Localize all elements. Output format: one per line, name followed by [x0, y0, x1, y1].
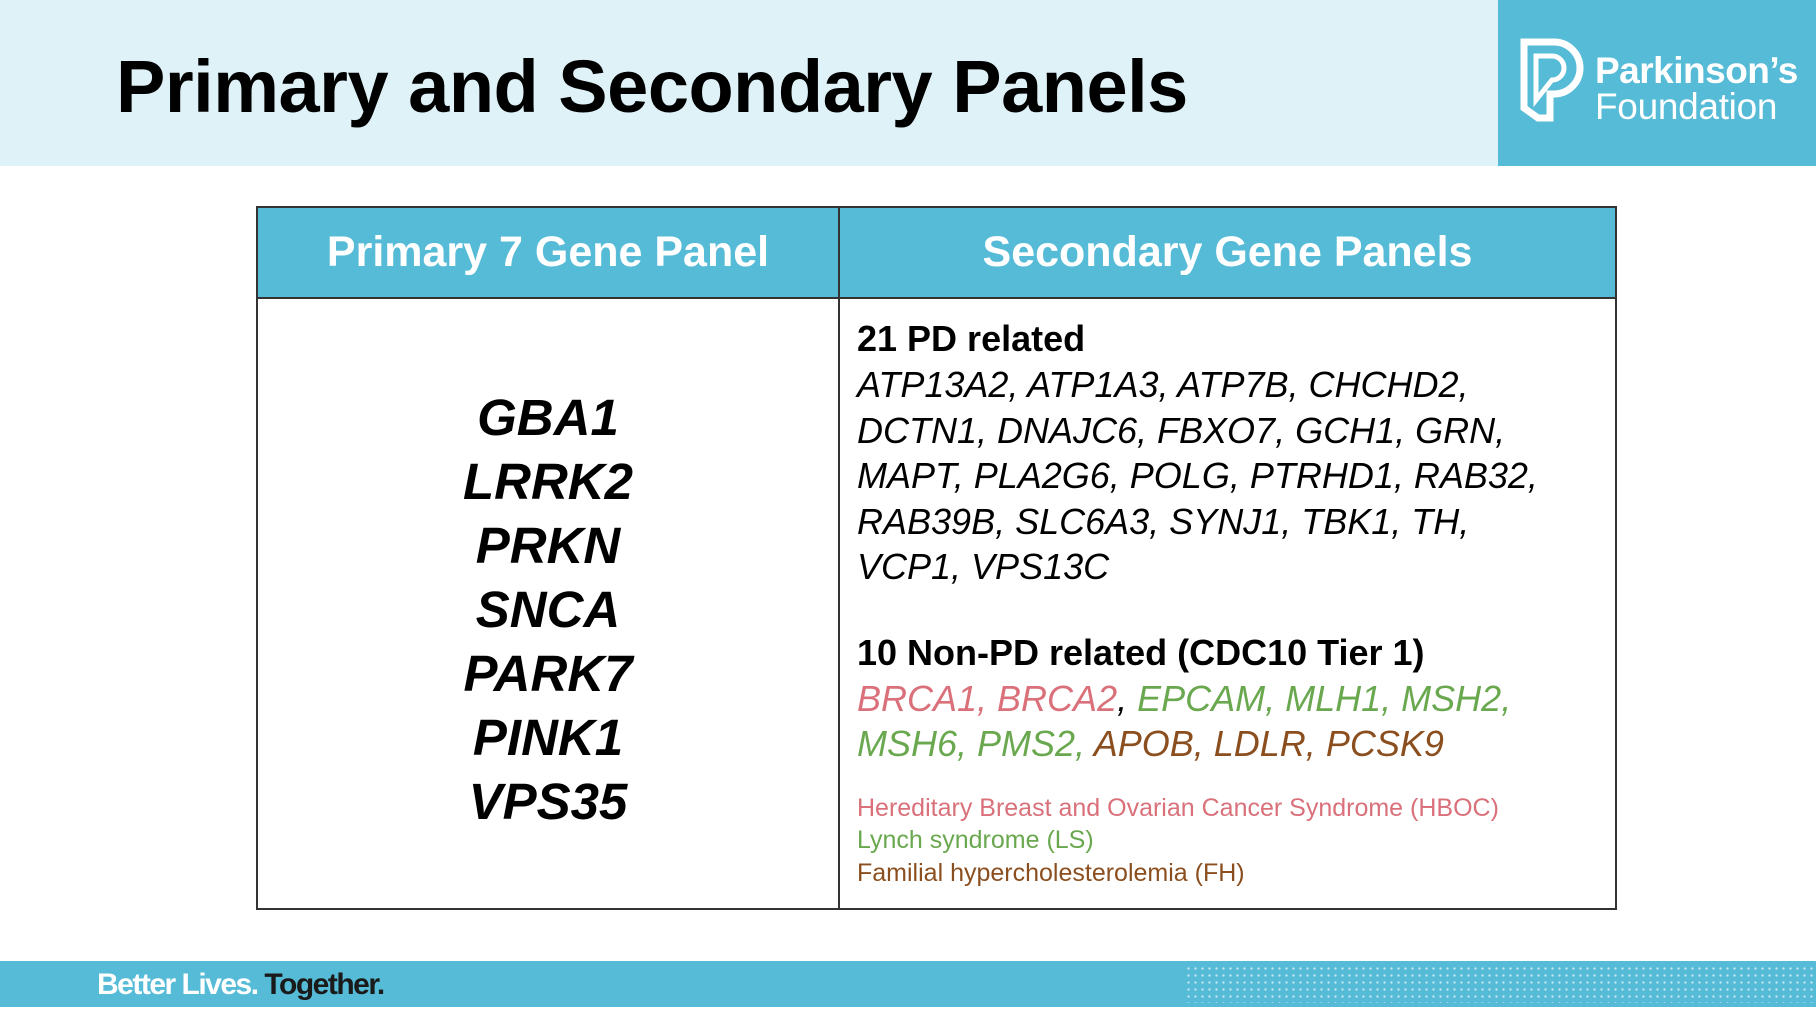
- separator: ,: [1117, 677, 1128, 719]
- gene-panel-table: Primary 7 Gene Panel Secondary Gene Pane…: [256, 206, 1617, 910]
- header-secondary: Secondary Gene Panels: [840, 208, 1615, 299]
- nonpd-heading: 10 Non-PD related (CDC10 Tier 1): [857, 631, 1425, 673]
- gene: GBA1: [477, 389, 619, 446]
- gene: LRRK2: [462, 453, 633, 510]
- legend-hboc: Hereditary Breast and Ovarian Cancer Syn…: [857, 793, 1499, 822]
- gene: PINK1: [472, 709, 624, 766]
- gene: PARK7: [463, 645, 633, 702]
- gene: SNCA: [475, 581, 621, 638]
- page-title: Primary and Secondary Panels: [116, 45, 1188, 128]
- pd-genes-line: RAB39B, SLC6A3, SYNJ1, TBK1, TH,: [857, 500, 1470, 542]
- pd-genes-line: VCP1, VPS13C: [857, 546, 1110, 587]
- hboc-genes: BRCA1, BRCA2: [857, 677, 1118, 719]
- tagline-part1: Better Lives.: [97, 968, 259, 1001]
- logo-text-line2: Foundation: [1595, 86, 1778, 127]
- header-primary: Primary 7 Gene Panel: [258, 208, 838, 299]
- p-logo-icon: [1520, 38, 1584, 122]
- primary-gene-list: GBA1 LRRK2 PRKN SNCA PARK7 PINK1 VPS35: [258, 386, 838, 834]
- legend-fh: Familial hypercholesterolemia (FH): [857, 858, 1245, 887]
- legend-ls: Lynch syndrome (LS): [857, 826, 1094, 854]
- column-divider: [838, 208, 840, 908]
- gene: PRKN: [475, 517, 621, 574]
- footer-band: Better Lives. Together.: [0, 961, 1816, 1007]
- dot-pattern: [1185, 965, 1816, 1003]
- secondary-panels: 21 PD related ATP13A2, ATP1A3, ATP7B, CH…: [857, 316, 1597, 889]
- logo-text-line1: Parkinson’s: [1595, 50, 1798, 91]
- pd-genes-line: ATP13A2, ATP1A3, ATP7B, CHCHD2,: [857, 364, 1469, 405]
- pd-genes-line: MAPT, PLA2G6, POLG, PTRHD1, RAB32,: [857, 455, 1538, 496]
- ls-genes: EPCAM, MLH1, MSH2,: [1127, 677, 1512, 719]
- parkinsons-foundation-logo: Parkinson’s Foundation: [1498, 0, 1816, 166]
- nonpd-genes-line: MSH6, PMS2, APOB, LDLR, PCSK9: [857, 721, 1597, 767]
- tagline: Better Lives. Together.: [97, 968, 385, 1002]
- fh-genes: APOB, LDLR, PCSK9: [1085, 723, 1444, 764]
- tagline-part2: Together.: [257, 968, 385, 1001]
- header-band: Primary and Secondary Panels: [0, 0, 1498, 166]
- ls-genes: MSH6, PMS2,: [857, 723, 1086, 764]
- pd-heading: 21 PD related: [857, 318, 1086, 359]
- gene: VPS35: [468, 773, 628, 830]
- pd-genes-line: DCTN1, DNAJC6, FBXO7, GCH1, GRN,: [857, 409, 1506, 451]
- nonpd-genes-line: BRCA1, BRCA2, EPCAM, MLH1, MSH2,: [857, 676, 1597, 722]
